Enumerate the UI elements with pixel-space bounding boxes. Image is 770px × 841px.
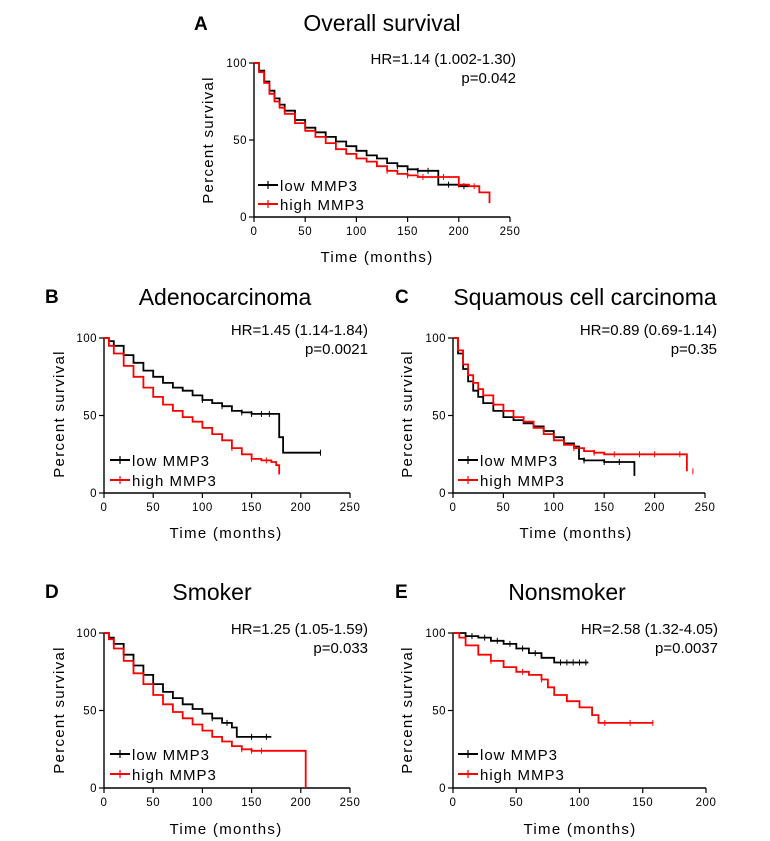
panel-b-ylabel: Percent survival [51,350,68,478]
panel-e-y-tick-label: 100 [425,628,446,640]
panel-b-legend-low: low MMP3 [132,453,210,470]
panel-b-title: Adenocarcinoma [139,284,312,310]
panel-e-hr: HR=2.58 (1.32-4.05) [581,621,718,638]
panel-c-x-tick-label: 250 [695,502,716,514]
panel-a: A Overall survival HR=1.14 (1.002-1.30) … [194,10,520,266]
panel-b-high-mmp3-curve [104,337,281,475]
panel-c: C Squamous cell carcinoma HR=0.89 (0.69-… [395,284,717,542]
panel-e: E Nonsmoker HR=2.58 (1.32-4.05) p=0.0037… [395,579,718,838]
panel-c-high-mmp3-curve [453,337,688,472]
panel-e-title: Nonsmoker [508,579,626,605]
panel-b-y-tick-label: 50 [83,411,97,423]
panel-b-x-tick-label: 200 [290,502,311,514]
panel-c-ylabel: Percent survival [399,350,416,478]
panel-d-y-tick-label: 50 [83,706,97,718]
panel-d-hr: HR=1.25 (1.05-1.59) [231,621,368,638]
panel-b-x-tick-label: 50 [146,502,160,514]
panel-c-title: Squamous cell carcinoma [453,284,717,310]
panel-d-x-tick-label: 100 [192,797,213,809]
panel-a-p: p=0.042 [461,70,516,87]
panel-c-xlabel: Time (months) [519,525,632,542]
panel-b-x-tick-label: 0 [101,502,108,514]
panel-c-x-tick-label: 150 [594,502,615,514]
panel-c-y-tick-label: 50 [432,411,446,423]
panel-a-x-tick-label: 100 [346,226,367,238]
panel-e-x-tick-label: 50 [509,797,523,809]
panel-d-x-tick-label: 0 [101,797,108,809]
panel-c-y-tick-label: 100 [425,333,446,345]
panel-e-x-tick-label: 150 [632,797,653,809]
panel-c-legend-low: low MMP3 [480,453,558,470]
panel-b-y-tick-label: 0 [90,488,97,500]
panel-b-x-tick-label: 100 [192,502,213,514]
panel-a-legend-low: low MMP3 [280,178,358,195]
panel-e-legend-low: low MMP3 [480,747,558,764]
panel-d-x-tick-label: 50 [146,797,160,809]
panel-b-x-tick-label: 150 [241,502,262,514]
panel-d-title: Smoker [172,579,252,605]
panel-b-label: B [45,287,59,308]
panel-b-y-tick-label: 100 [76,333,97,345]
panel-d-x-tick-label: 250 [340,797,361,809]
panel-b-x-tick-label: 250 [340,502,361,514]
panel-a-title: Overall survival [303,10,460,36]
panel-a-y-tick-label: 100 [226,58,247,70]
panel-a-y-tick-label: 50 [233,135,247,147]
panel-b-hr: HR=1.45 (1.14-1.84) [231,322,368,339]
panel-a-ylabel: Percent survival [200,76,217,204]
panel-e-label: E [395,582,408,603]
panel-e-low-mmp3-curve [453,632,589,664]
panel-d-ylabel: Percent survival [51,646,68,774]
panel-d-xlabel: Time (months) [169,821,282,838]
panel-c-x-tick-label: 200 [644,502,665,514]
panel-c-hr: HR=0.89 (0.69-1.14) [580,322,717,339]
panel-a-hr: HR=1.14 (1.002-1.30) [370,51,516,68]
panel-d-y-tick-label: 100 [76,628,97,640]
panel-d-label: D [45,582,59,603]
panel-b-legend-high: high MMP3 [132,473,217,490]
panel-d-legend-low: low MMP3 [132,747,210,764]
panel-d-p: p=0.033 [313,640,368,657]
panel-a-low-mmp3-curve [254,62,469,188]
panel-b-xlabel: Time (months) [169,525,282,542]
panel-a-x-tick-label: 0 [251,226,258,238]
panel-c-y-tick-label: 0 [439,488,446,500]
panel-e-x-tick-label: 0 [450,797,457,809]
panel-e-legend-high: high MMP3 [480,767,565,784]
panel-e-xlabel: Time (months) [523,821,636,838]
panel-d-low-mmp3-curve [104,632,272,738]
panel-e-y-tick-label: 50 [432,706,446,718]
panel-a-y-tick-label: 0 [240,212,247,224]
panel-c-x-tick-label: 100 [543,502,564,514]
panel-c-label: C [395,287,409,308]
panel-e-x-tick-label: 200 [696,797,717,809]
panel-b: B Adenocarcinoma HR=1.45 (1.14-1.84) p=0… [45,284,368,542]
panel-d: D Smoker HR=1.25 (1.05-1.59) p=0.033 Tim… [45,579,368,838]
panel-c-legend-high: high MMP3 [480,473,565,490]
panel-c-x-tick-label: 0 [450,502,457,514]
panel-e-y-tick-label: 0 [439,783,446,795]
panel-e-high-mmp3-curve [453,632,653,724]
panel-e-p: p=0.0037 [655,640,718,657]
panel-a-x-tick-label: 250 [500,226,521,238]
panel-d-y-tick-label: 0 [90,783,97,795]
panel-a-legend-high: high MMP3 [280,197,365,214]
panel-b-low-mmp3-curve [104,337,321,454]
panel-b-p: p=0.0021 [305,341,368,358]
panel-a-x-tick-label: 200 [448,226,469,238]
panel-a-xlabel: Time (months) [320,249,433,266]
panel-d-x-tick-label: 200 [290,797,311,809]
panel-e-x-tick-label: 100 [569,797,590,809]
panel-c-p: p=0.35 [671,341,717,358]
panel-c-x-tick-label: 50 [497,502,511,514]
panel-a-high-mmp3-curve [254,62,491,204]
panel-d-x-tick-label: 150 [241,797,262,809]
panel-a-x-tick-label: 150 [397,226,418,238]
panel-a-x-tick-label: 50 [298,226,312,238]
panel-d-legend-high: high MMP3 [132,767,217,784]
panel-e-ylabel: Percent survival [399,646,416,774]
panel-a-label: A [194,14,208,35]
